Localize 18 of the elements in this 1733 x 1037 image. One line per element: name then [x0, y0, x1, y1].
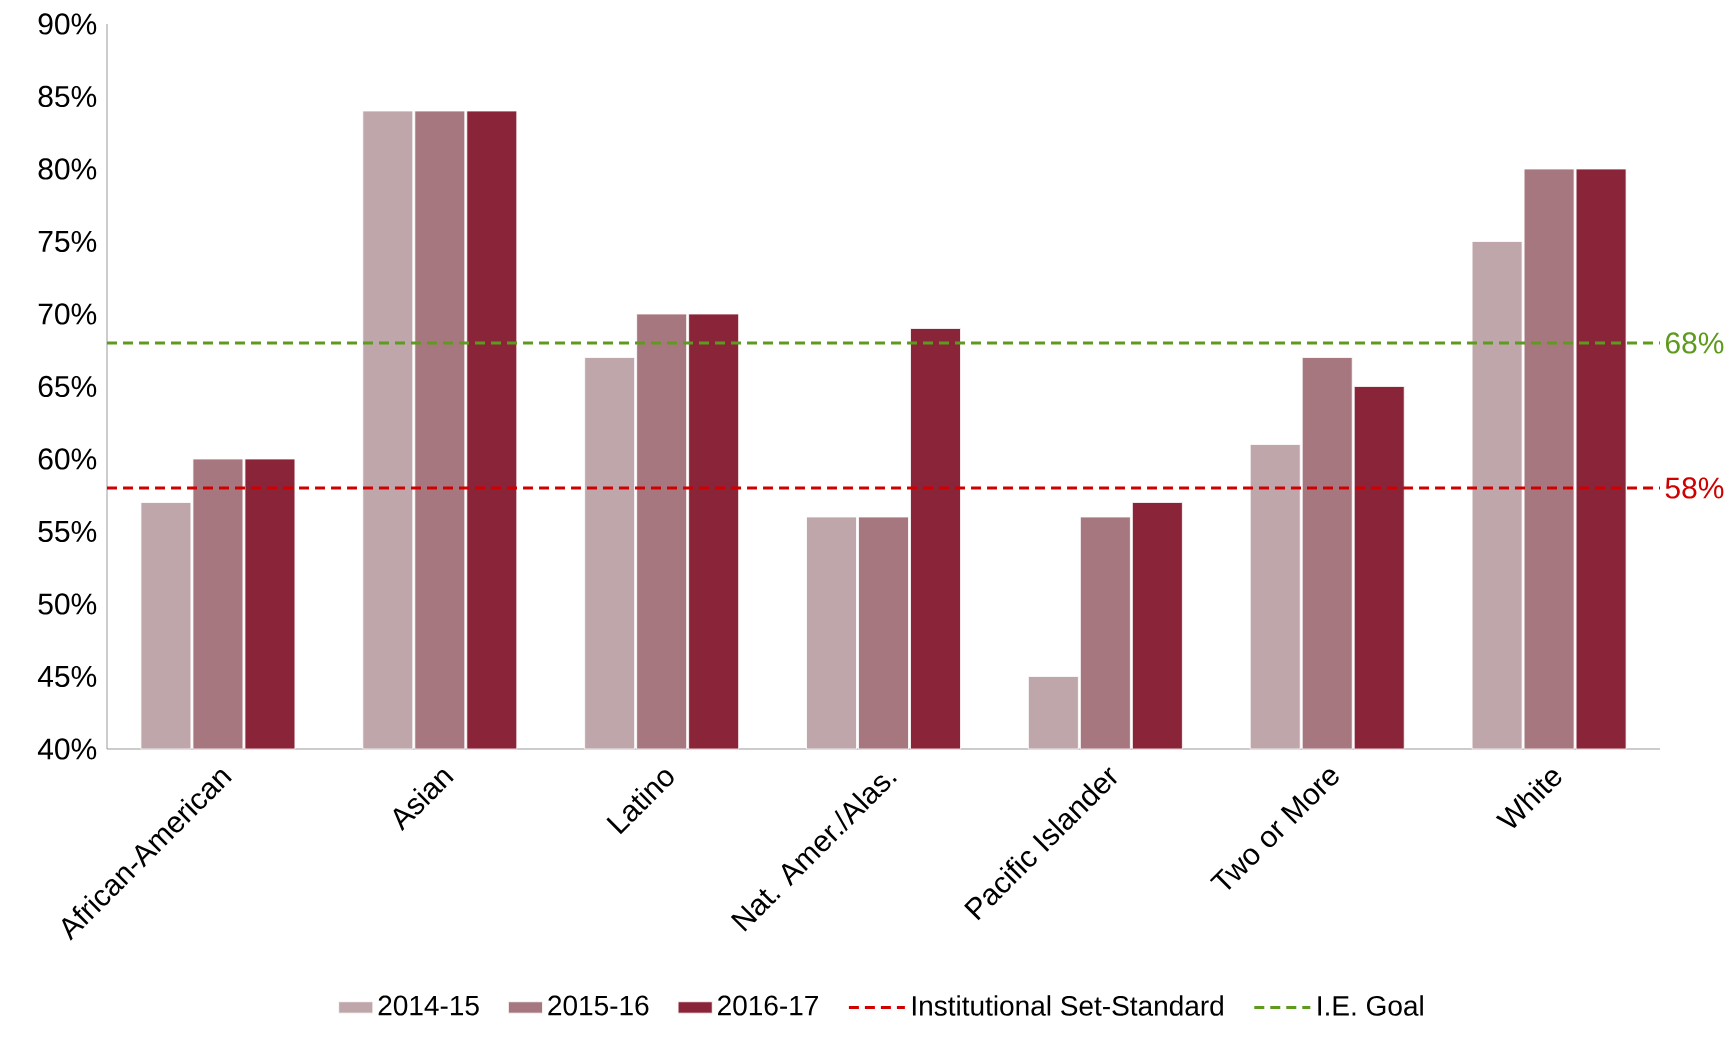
y-tick-label: 90% [38, 13, 97, 35]
y-tick-label: 75% [38, 230, 97, 253]
y-tick-label: 60% [38, 448, 97, 470]
legend-label: I.E. Goal [1318, 995, 1423, 1016]
text: 68% [1665, 332, 1724, 354]
y-tick-label: 80% [38, 158, 97, 180]
legend-label: Institutional Set-Standard [912, 995, 1223, 1016]
y-tick-label: 65% [38, 375, 97, 398]
text: 58% [1665, 477, 1724, 499]
y-tick-label: 40% [37, 738, 97, 760]
y-tick-label: 55% [38, 520, 97, 543]
legend-label: 2016-17 [718, 995, 818, 1016]
y-tick-label: 70% [38, 303, 97, 325]
y-tick-label: 85% [38, 85, 97, 108]
y-tick-label: 50% [38, 593, 97, 615]
legend-label: 2014-15 [378, 995, 479, 1016]
y-tick-label: 45% [37, 665, 97, 688]
legend-label: 2015-16 [548, 995, 649, 1016]
